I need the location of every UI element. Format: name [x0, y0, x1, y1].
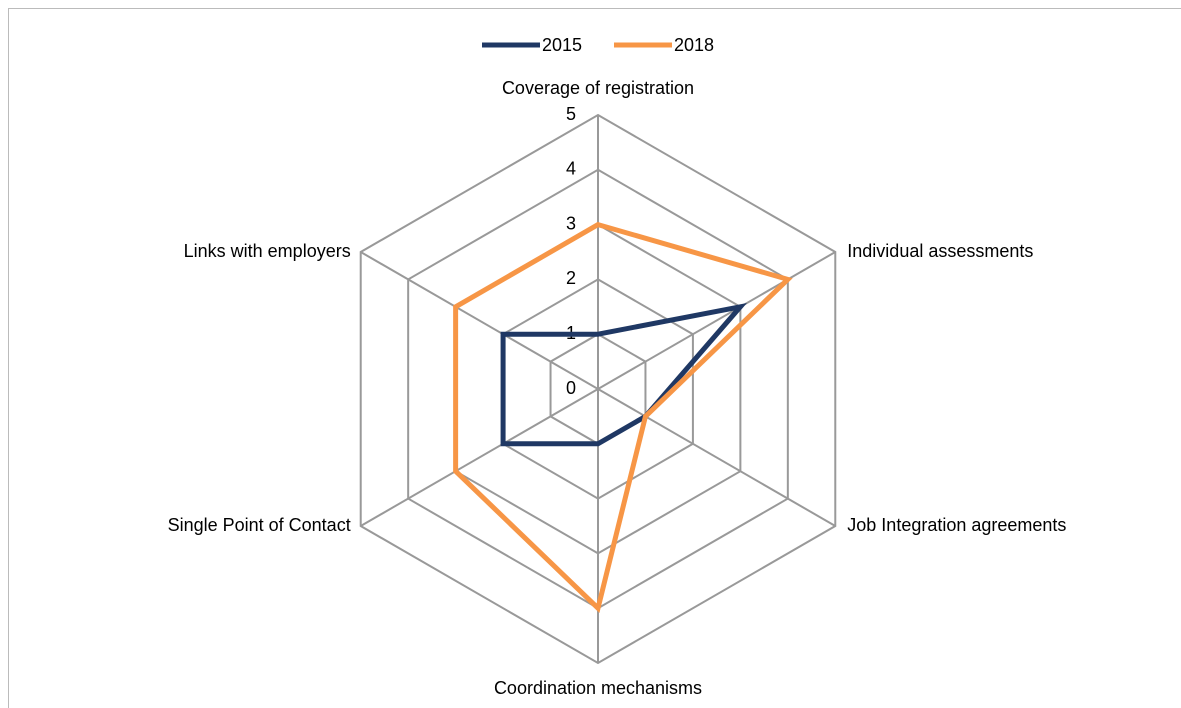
spoke [360, 251, 599, 390]
series-line [500, 302, 747, 447]
category-label: Single Point of Contact [168, 515, 351, 535]
category-label: Job Integration agreements [847, 515, 1066, 535]
spoke [360, 388, 599, 527]
category-label: Coordination mechanisms [494, 678, 702, 698]
category-label: Coverage of registration [502, 78, 694, 98]
r-tick-label: 4 [566, 159, 576, 179]
spoke [597, 388, 836, 527]
legend-label: 2015 [542, 35, 582, 55]
spoke [597, 251, 836, 390]
category-label: Individual assessments [847, 241, 1033, 261]
series-line [453, 221, 793, 614]
category-label: Links with employers [184, 241, 351, 261]
r-tick-label: 2 [566, 268, 576, 288]
r-tick-label: 3 [566, 213, 576, 233]
r-tick-label: 0 [566, 378, 576, 398]
r-tick-label: 5 [566, 104, 576, 124]
legend-label: 2018 [674, 35, 714, 55]
